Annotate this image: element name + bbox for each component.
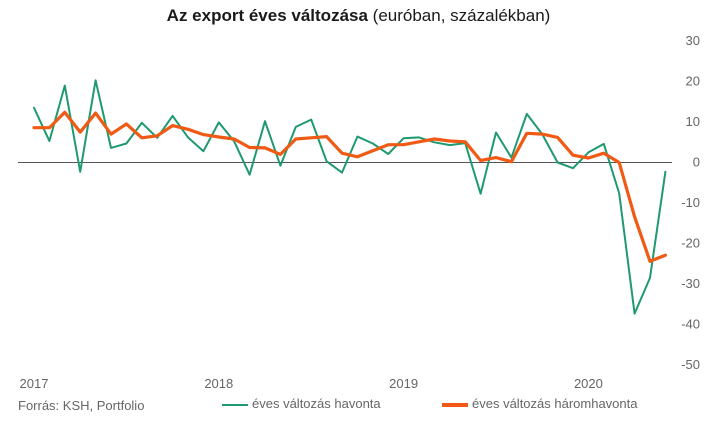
x-tick-label: 2020 xyxy=(574,376,603,391)
series-line-monthly xyxy=(33,79,667,315)
legend-swatch-three-month xyxy=(442,402,468,407)
legend-item-monthly: éves változás havonta xyxy=(222,396,381,411)
y-tick-label: 20 xyxy=(686,74,700,89)
y-tick-label: -40 xyxy=(681,317,700,332)
y-tick-label: -50 xyxy=(681,357,700,372)
y-tick-label: 0 xyxy=(693,155,700,170)
legend-label-three-month: éves változás háromhavonta xyxy=(472,396,638,411)
chart-title-subtitle: (euróban, százalékban) xyxy=(367,6,551,25)
chart-title: Az export éves változása (euróban, száza… xyxy=(0,6,717,26)
chart-title-main: Az export éves változása xyxy=(166,6,368,25)
legend-swatch-monthly xyxy=(222,403,248,406)
y-tick-label: 10 xyxy=(686,114,700,129)
x-tick-label: 2019 xyxy=(389,376,418,391)
y-tick-label: -20 xyxy=(681,236,700,251)
series-line-three-month xyxy=(32,110,668,263)
y-tick-label: 30 xyxy=(686,33,700,48)
y-tick-label: -30 xyxy=(681,276,700,291)
source-note: Forrás: KSH, Portfolio xyxy=(18,398,145,413)
y-tick-label: -10 xyxy=(681,195,700,210)
x-tick-label: 2018 xyxy=(204,376,233,391)
x-tick-label: 2017 xyxy=(20,376,49,391)
legend-item-three-month: éves változás háromhavonta xyxy=(442,396,637,411)
legend-label-monthly: éves változás havonta xyxy=(252,396,381,411)
